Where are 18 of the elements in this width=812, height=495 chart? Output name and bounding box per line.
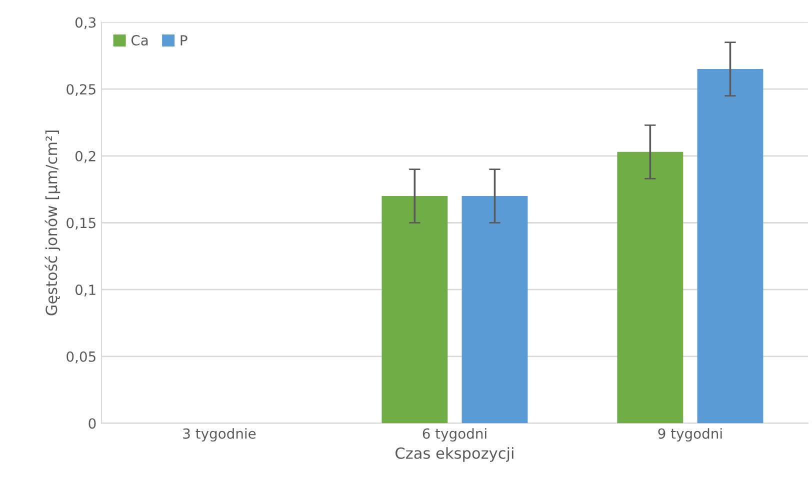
y-axis-title: Gęstość jonów [µm/cm²] — [44, 130, 60, 316]
y-tick-label: 0,1 — [75, 284, 96, 296]
y-tick-label: 0,15 — [66, 218, 96, 230]
x-axis-title: Czas ekspozycji — [396, 447, 514, 462]
bar — [617, 152, 684, 424]
legend-label: Ca — [131, 35, 148, 46]
x-tick-label: 6 tygodni — [422, 428, 486, 442]
y-tick-label: 0,05 — [66, 351, 96, 364]
bar — [462, 196, 528, 424]
y-tick-label: 0,25 — [66, 84, 96, 96]
bar — [382, 196, 448, 424]
y-tick-label: 0,2 — [75, 150, 96, 163]
bar — [697, 69, 764, 424]
y-tick-label: 0,3 — [75, 17, 96, 30]
y-tick-label: 0 — [88, 418, 96, 429]
x-tick-label: 9 tygodni — [658, 428, 722, 442]
legend-label: P — [180, 35, 188, 46]
x-tick-label: 3 tygodnie — [183, 428, 256, 442]
